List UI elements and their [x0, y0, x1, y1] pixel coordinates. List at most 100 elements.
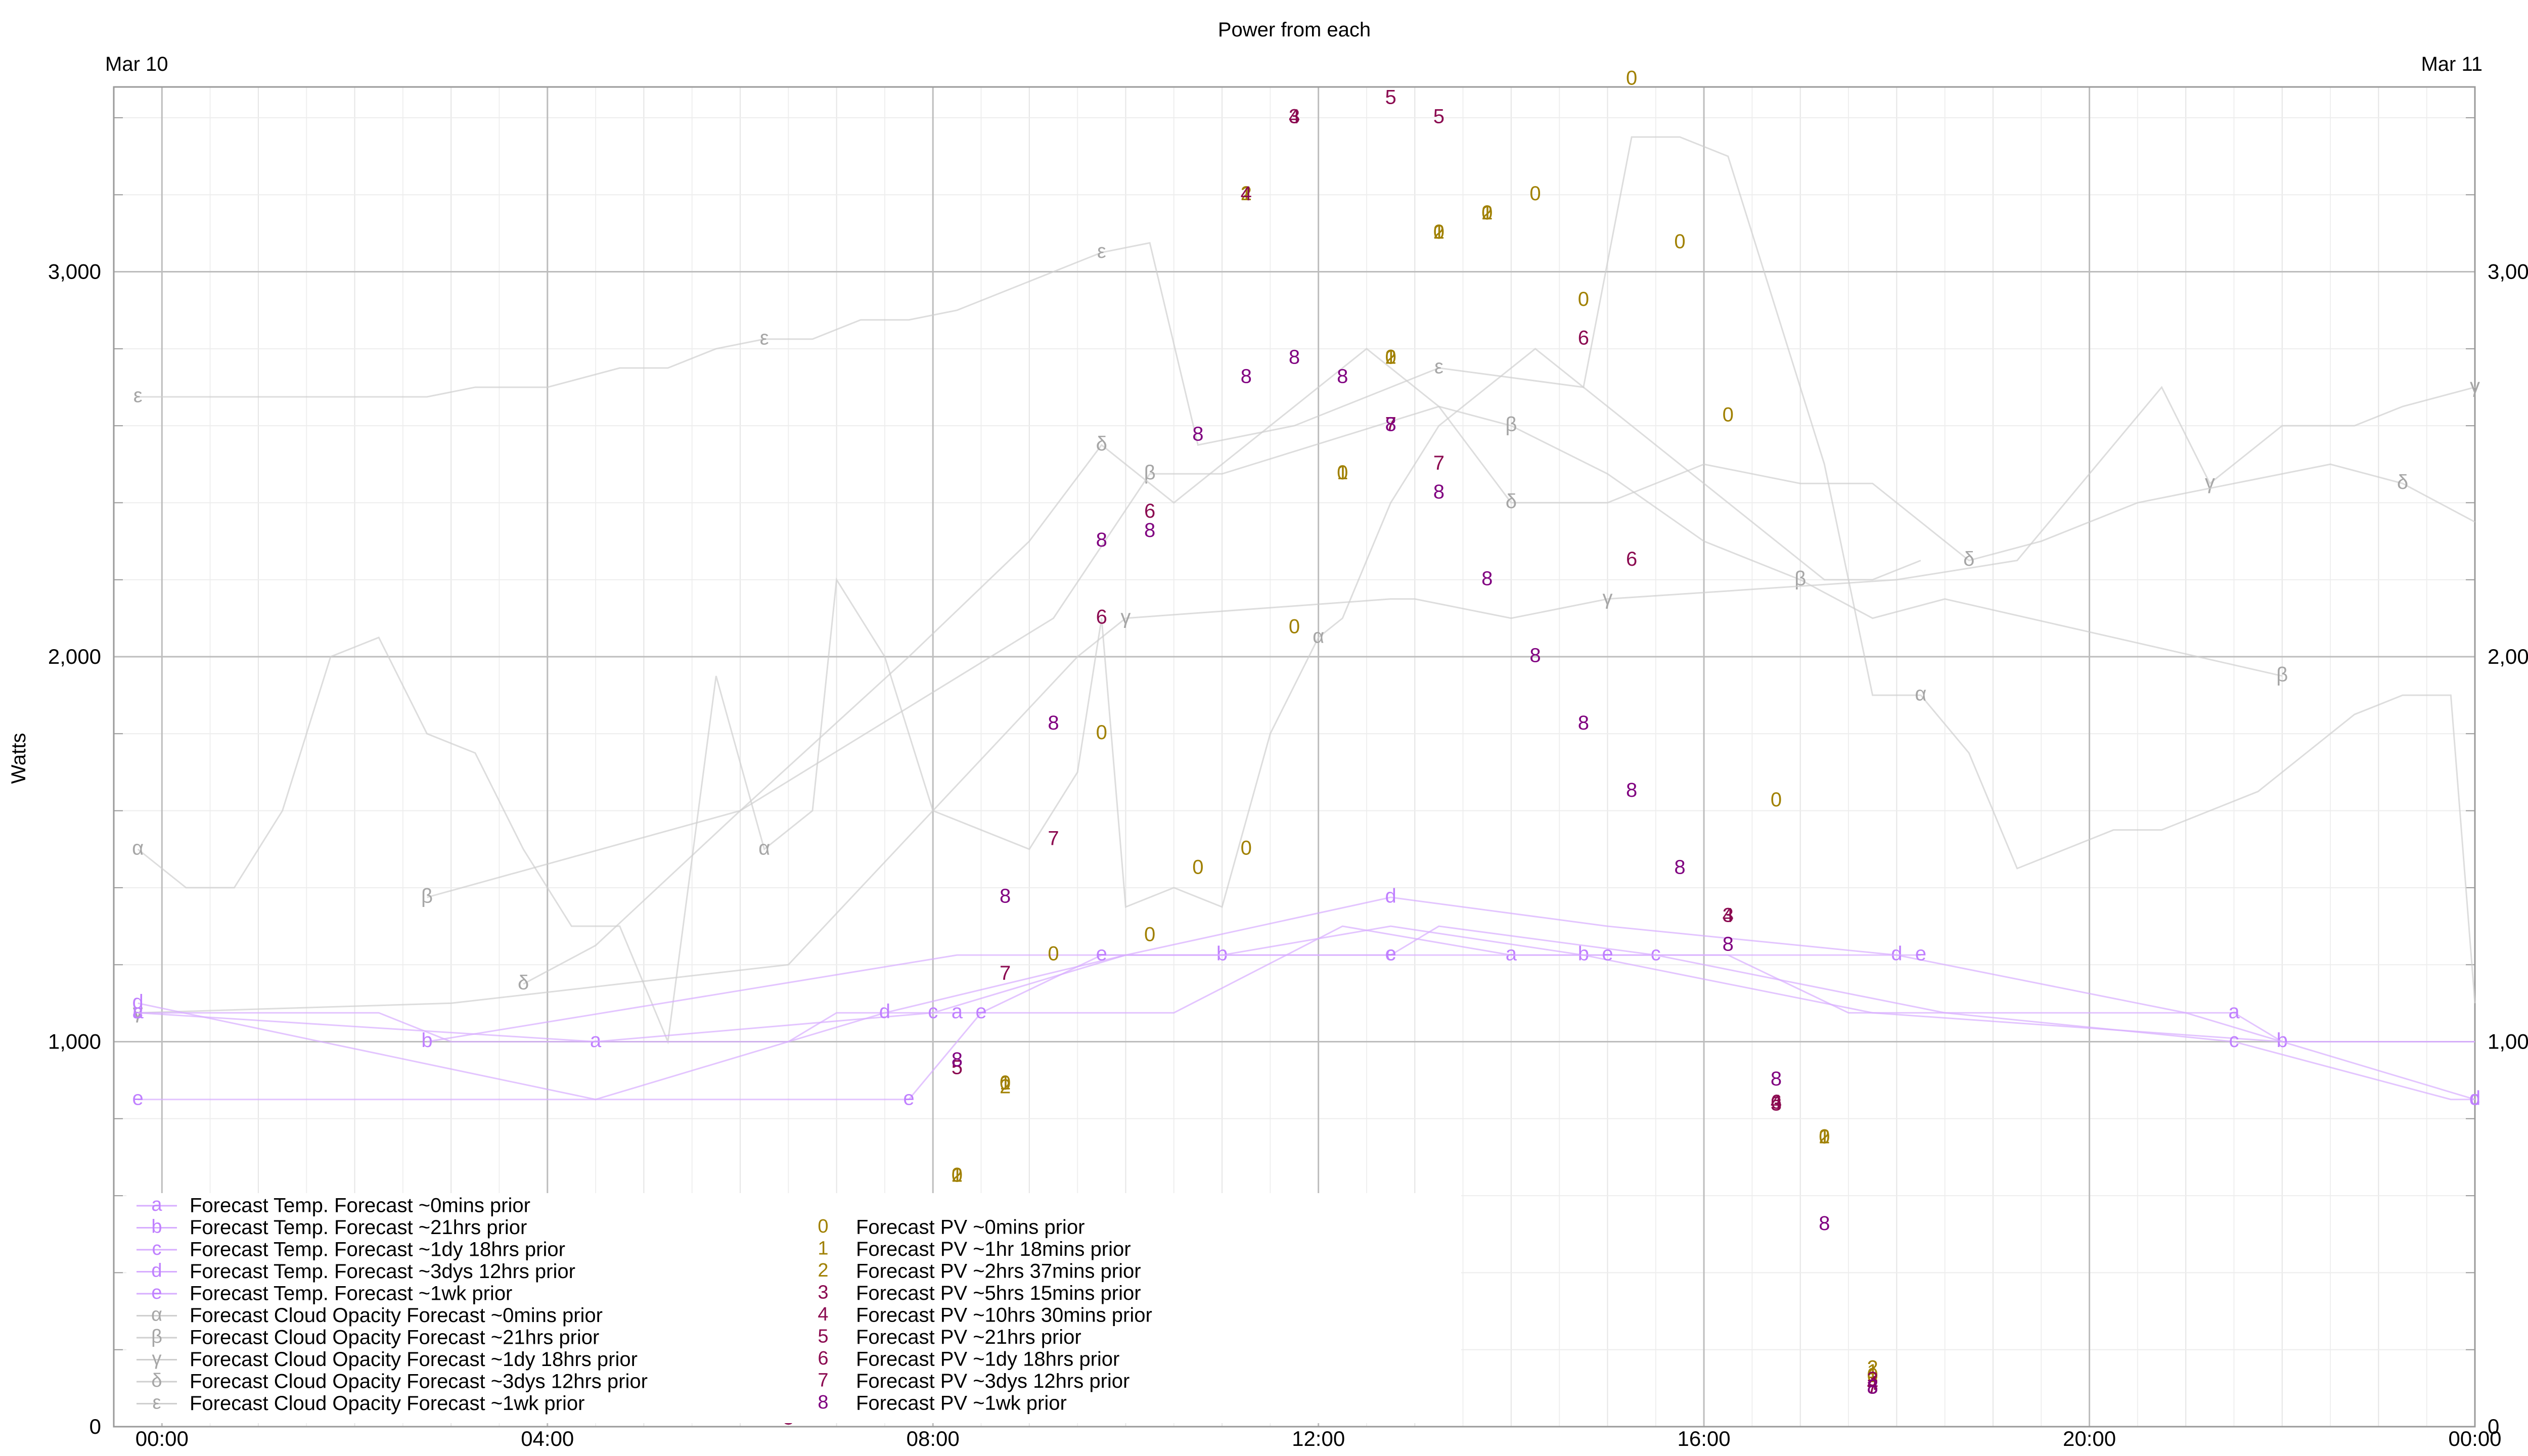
- cloud-line-1: [427, 405, 2283, 898]
- temp-marker: c: [1386, 943, 1396, 965]
- legend-label: Forecast PV ~1hr 18mins prior: [856, 1238, 1131, 1260]
- legend-symbol: 7: [818, 1370, 828, 1391]
- pv-point: 8: [1000, 885, 1011, 907]
- pv-point: 0: [1000, 1072, 1011, 1094]
- x-tick-label: 00:00: [136, 1427, 189, 1450]
- legend-symbol: 5: [818, 1326, 828, 1347]
- date-label-end: Mar 11: [2421, 53, 2482, 75]
- pv-point: 0: [1385, 346, 1396, 368]
- cloud-marker: β: [1144, 462, 1156, 484]
- pv-forecast-series: 0000000000000000000001111111111122222222…: [783, 67, 1878, 1429]
- temp-marker: b: [1216, 943, 1228, 965]
- pv-point: 2: [1000, 1075, 1011, 1098]
- date-label-start: Mar 10: [105, 53, 168, 75]
- temp-marker: a: [1506, 943, 1517, 965]
- cloud-marker: ε: [133, 385, 143, 407]
- cloud-marker: δ: [1963, 548, 1974, 570]
- pv-point: 8: [1385, 414, 1396, 436]
- pv-point: 0: [1433, 221, 1444, 243]
- pv-point: 7: [1385, 414, 1396, 436]
- x-axis-ticks: 00:00 04:00 08:00 12:00 16:00 20:00 00:00: [136, 1427, 2502, 1450]
- temp-line-0: [138, 925, 2475, 1043]
- legend-column-right: 0 Forecast PV ~0mins prior 1 Forecast PV ~1…: [818, 1216, 1152, 1415]
- pv-point: 8: [1819, 1212, 1830, 1235]
- pv-point: 5: [1433, 105, 1444, 127]
- pv-point: 0: [1241, 837, 1252, 859]
- temp-marker: a: [590, 1029, 602, 1052]
- legend-symbol: 4: [818, 1304, 828, 1325]
- cloud-marker: β: [1505, 414, 1517, 436]
- x-tick-label: 00:00: [2448, 1427, 2501, 1450]
- pv-point: 8: [1289, 346, 1300, 368]
- pv-point: 0: [1626, 67, 1637, 89]
- pv-point: 1: [1867, 1360, 1878, 1383]
- pv-point: 3: [1771, 1093, 1782, 1115]
- legend-label: Forecast Temp. Forecast ~21hrs prior: [190, 1216, 527, 1239]
- pv-point: 4: [1289, 105, 1300, 127]
- y-tick-label-right: 1,000: [2488, 1030, 2528, 1054]
- pv-point: 6: [1578, 327, 1589, 349]
- temp-marker: b: [1578, 943, 1589, 965]
- pv-point: 1: [1819, 1125, 1830, 1148]
- pv-point: 8: [1192, 423, 1203, 445]
- pv-point: 8: [1241, 365, 1252, 387]
- y-axis-ticks-right: 0 1,000 2,000 3,000: [2488, 260, 2528, 1438]
- pv-point: 0: [1144, 924, 1155, 946]
- pv-point: 5: [1385, 86, 1396, 108]
- temp-marker: a: [132, 1000, 144, 1023]
- chart-title: Power from each: [1218, 19, 1371, 41]
- legend-label: Forecast PV ~1wk prior: [856, 1392, 1067, 1415]
- temp-line-4: [138, 954, 1921, 1101]
- legend-symbol: a: [151, 1194, 162, 1215]
- legend-symbol: d: [151, 1260, 162, 1282]
- pv-point: 1: [1481, 202, 1493, 224]
- pv-point: 4: [1723, 904, 1734, 927]
- temp-marker: c: [133, 1000, 143, 1023]
- pv-point: 8: [1867, 1376, 1878, 1398]
- legend-label: Forecast PV ~5hrs 15mins prior: [856, 1282, 1141, 1304]
- cloud-opacity-series: α α α α β β β β β γ γ γ γ γ δ δ δ δ δ ε ε ε ε: [132, 136, 2480, 1045]
- pv-point: 2: [952, 1164, 963, 1187]
- legend-symbol: 1: [818, 1238, 828, 1259]
- plot-frame: [113, 86, 2476, 1428]
- temp-line-2: [138, 925, 2475, 1101]
- temp-marker: d: [1891, 943, 1902, 965]
- pv-point: 3: [1289, 105, 1300, 127]
- legend-label: Forecast PV ~1dy 18hrs prior: [856, 1348, 1119, 1371]
- legend-label: Forecast Temp. Forecast ~1wk prior: [190, 1283, 512, 1305]
- x-tick-label: 04:00: [521, 1427, 574, 1450]
- pv-point: 4: [1771, 1091, 1782, 1113]
- legend-label: Forecast Temp. Forecast ~1dy 18hrs prior: [190, 1239, 565, 1261]
- legend-label: Forecast Temp. Forecast ~0mins prior: [190, 1195, 530, 1217]
- temp-marker: e: [903, 1087, 914, 1109]
- pv-point: 1: [1337, 462, 1348, 484]
- pv-point: 0: [1192, 856, 1203, 878]
- cloud-line-4: [138, 242, 1921, 581]
- legend-symbol: 3: [818, 1282, 828, 1303]
- temp-marker: a: [2228, 1000, 2240, 1023]
- cloud-marker: γ: [1602, 586, 1612, 609]
- pv-point: 6: [1626, 548, 1637, 570]
- temp-marker: c: [928, 1000, 938, 1023]
- y-tick-label-right: 3,000: [2488, 260, 2528, 284]
- pv-point: 8: [1144, 519, 1155, 541]
- y-tick-label-right: 0: [2488, 1415, 2499, 1438]
- legend-label: Forecast PV ~2hrs 37mins prior: [856, 1260, 1141, 1283]
- pv-point: 8: [1096, 529, 1107, 551]
- cloud-marker: β: [421, 885, 433, 907]
- pv-point: 2: [1481, 202, 1493, 224]
- pv-point: 3: [1723, 904, 1734, 927]
- cloud-marker: β: [1794, 567, 1806, 589]
- legend-symbol: e: [151, 1282, 162, 1303]
- legend-symbol: δ: [151, 1370, 162, 1391]
- y-tick-label-left: 0: [89, 1415, 101, 1438]
- cloud-marker: γ: [2205, 471, 2215, 493]
- pv-point: 3: [1867, 1368, 1878, 1390]
- pv-point: 8: [1578, 712, 1589, 734]
- cloud-marker: α: [1915, 683, 1926, 705]
- temp-line-1: [427, 925, 2475, 1043]
- cloud-marker: δ: [1096, 433, 1107, 455]
- temp-marker: c: [1651, 943, 1661, 965]
- temp-marker: e: [1602, 943, 1613, 965]
- legend-label: Forecast PV ~10hrs 30mins prior: [856, 1304, 1152, 1327]
